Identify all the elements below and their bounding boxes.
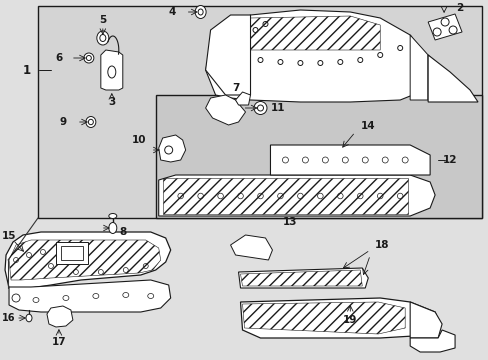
Text: 13: 13 xyxy=(283,217,297,227)
Polygon shape xyxy=(5,232,170,288)
Ellipse shape xyxy=(12,294,20,302)
Text: 19: 19 xyxy=(343,315,357,325)
Text: 14: 14 xyxy=(360,121,375,131)
Polygon shape xyxy=(427,14,461,40)
Polygon shape xyxy=(205,95,245,125)
Ellipse shape xyxy=(97,31,109,45)
Text: 17: 17 xyxy=(52,337,66,347)
Ellipse shape xyxy=(86,55,91,60)
Polygon shape xyxy=(238,268,367,288)
Polygon shape xyxy=(230,235,272,260)
Text: 8: 8 xyxy=(119,227,126,237)
Ellipse shape xyxy=(107,66,116,78)
Text: 9: 9 xyxy=(59,117,66,127)
Polygon shape xyxy=(409,302,441,338)
Bar xyxy=(56,242,88,264)
Polygon shape xyxy=(159,135,185,162)
Ellipse shape xyxy=(109,213,117,219)
Polygon shape xyxy=(270,145,429,175)
Text: 5: 5 xyxy=(99,15,106,25)
Text: 16: 16 xyxy=(2,313,16,323)
Text: 3: 3 xyxy=(108,97,115,107)
Text: 4: 4 xyxy=(169,7,176,17)
Text: 1: 1 xyxy=(23,63,31,77)
Polygon shape xyxy=(427,55,444,100)
Text: 7: 7 xyxy=(231,83,239,93)
Polygon shape xyxy=(240,298,439,338)
Ellipse shape xyxy=(440,18,448,26)
Polygon shape xyxy=(159,175,434,216)
Ellipse shape xyxy=(84,53,94,63)
Polygon shape xyxy=(427,55,477,102)
Ellipse shape xyxy=(198,9,203,15)
Polygon shape xyxy=(101,50,122,90)
Ellipse shape xyxy=(164,146,172,154)
Text: 10: 10 xyxy=(131,135,146,145)
Ellipse shape xyxy=(100,35,105,41)
Ellipse shape xyxy=(26,314,32,322)
Polygon shape xyxy=(409,330,454,352)
Ellipse shape xyxy=(432,28,440,36)
Polygon shape xyxy=(409,35,427,100)
Bar xyxy=(38,6,481,218)
Text: 6: 6 xyxy=(55,53,62,63)
Ellipse shape xyxy=(86,117,96,127)
Bar xyxy=(155,95,481,218)
Text: 18: 18 xyxy=(374,240,388,250)
Text: 2: 2 xyxy=(455,3,463,13)
Ellipse shape xyxy=(195,5,205,18)
Ellipse shape xyxy=(253,102,266,114)
Bar xyxy=(61,246,82,260)
Ellipse shape xyxy=(257,105,263,111)
Polygon shape xyxy=(205,15,250,95)
Polygon shape xyxy=(9,280,170,312)
Polygon shape xyxy=(205,10,427,102)
Ellipse shape xyxy=(109,222,117,234)
Text: 15: 15 xyxy=(2,231,16,241)
Ellipse shape xyxy=(88,119,93,125)
Text: 12: 12 xyxy=(442,155,456,165)
Ellipse shape xyxy=(448,26,456,34)
Polygon shape xyxy=(235,92,250,105)
Text: 11: 11 xyxy=(271,103,285,113)
Polygon shape xyxy=(47,306,73,327)
